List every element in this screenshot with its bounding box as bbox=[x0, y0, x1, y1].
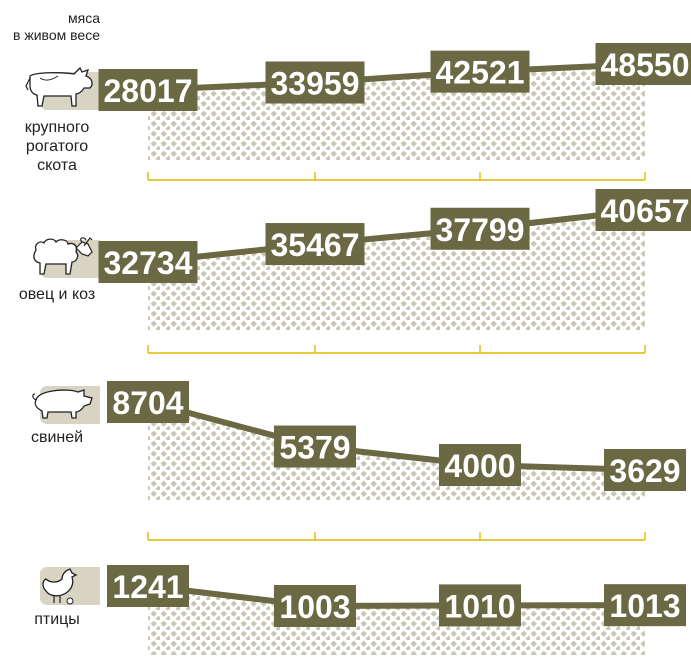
data-label-box bbox=[595, 189, 691, 231]
data-label: 35467 bbox=[265, 223, 365, 266]
panel-label-cattle: крупного рогатого скота bbox=[24, 119, 90, 174]
header-line-2: в живом весе bbox=[13, 27, 100, 43]
series-line bbox=[147, 583, 646, 609]
data-value: 4000 bbox=[444, 448, 515, 484]
data-label: 33959 bbox=[265, 61, 365, 104]
cow-icon bbox=[25, 66, 93, 107]
data-label-box bbox=[98, 69, 198, 111]
data-value: 1013 bbox=[609, 588, 680, 624]
pig-icon bbox=[32, 389, 93, 419]
data-label-box bbox=[274, 425, 356, 468]
data-label-box bbox=[107, 381, 189, 423]
data-label-box bbox=[98, 241, 198, 283]
panel-label-poultry: птицы bbox=[34, 611, 80, 628]
series-line bbox=[147, 207, 646, 265]
panel-label-sheep: овец и коз bbox=[18, 286, 96, 303]
panel-1: 32734 35467 37799 40657 bbox=[98, 189, 691, 354]
panel-2: 8704 5379 4000 3629 bbox=[107, 381, 686, 541]
area-fill bbox=[148, 402, 645, 500]
data-label-box bbox=[595, 43, 691, 85]
data-label: 4000 bbox=[439, 444, 521, 487]
data-label: 37799 bbox=[430, 207, 530, 250]
data-label-box bbox=[430, 207, 530, 250]
data-value: 42521 bbox=[436, 55, 525, 91]
data-value: 8704 bbox=[112, 385, 183, 421]
data-value: 1241 bbox=[112, 569, 183, 605]
data-value: 35467 bbox=[271, 227, 360, 263]
panel-label-pigs: свиней bbox=[30, 429, 84, 446]
data-label-box bbox=[274, 585, 356, 627]
data-value: 37799 bbox=[436, 212, 525, 248]
data-label: 5379 bbox=[274, 425, 356, 468]
axis-bracket bbox=[147, 172, 646, 181]
series-line bbox=[147, 399, 646, 473]
panel-3: 1241 1003 1010 1013 bbox=[107, 565, 686, 655]
sheep-icon bbox=[33, 237, 93, 275]
data-value: 5379 bbox=[279, 430, 350, 466]
data-label-box bbox=[107, 565, 189, 607]
data-label: 3629 bbox=[604, 449, 686, 491]
data-value: 28017 bbox=[104, 73, 193, 109]
area-fill bbox=[148, 210, 645, 330]
data-value: 33959 bbox=[271, 65, 360, 101]
data-label: 8704 bbox=[107, 381, 189, 423]
header-line-1: мяса bbox=[68, 10, 100, 26]
chart-header: мяса в живом весе bbox=[0, 10, 100, 44]
chicken-icon bbox=[42, 568, 78, 605]
data-label-box bbox=[430, 50, 530, 93]
data-label-box bbox=[604, 584, 686, 627]
axis-bracket bbox=[147, 345, 646, 354]
axis-bracket bbox=[147, 532, 646, 541]
series-line bbox=[147, 61, 646, 93]
data-label: 1013 bbox=[604, 584, 686, 627]
data-value: 1003 bbox=[279, 589, 350, 625]
data-label: 1010 bbox=[439, 584, 521, 627]
panel-0: 28017 33959 42521 48550 bbox=[98, 43, 691, 181]
data-label-box bbox=[439, 444, 521, 487]
data-label: 28017 bbox=[98, 69, 198, 111]
data-label: 1241 bbox=[107, 565, 189, 607]
data-value: 3629 bbox=[609, 453, 680, 489]
data-label-box bbox=[439, 584, 521, 627]
data-label: 1003 bbox=[274, 585, 356, 627]
data-value: 32734 bbox=[104, 245, 193, 281]
data-label: 40657 bbox=[595, 189, 691, 231]
data-label: 42521 bbox=[430, 50, 530, 93]
data-value: 1010 bbox=[444, 588, 515, 624]
data-label: 32734 bbox=[98, 241, 198, 283]
data-value: 48550 bbox=[601, 47, 690, 83]
data-value: 40657 bbox=[601, 193, 690, 229]
data-label: 48550 bbox=[595, 43, 691, 85]
data-label-box bbox=[265, 223, 365, 266]
data-label-box bbox=[604, 449, 686, 491]
data-label-box bbox=[265, 61, 365, 104]
